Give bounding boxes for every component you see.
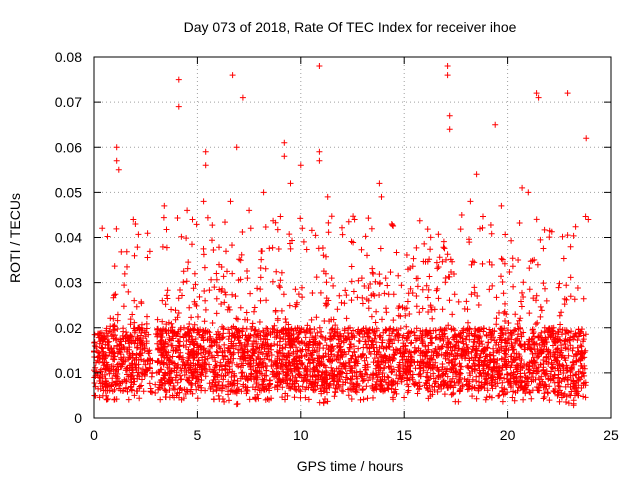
ticks-layer: 0 5 10 15 20 25 0 0.01 0.02 0.03 0.04 0.05 0.06 0.07 0… [55, 49, 619, 443]
x-tick-label: 20 [500, 427, 516, 443]
y-tick-label: 0.02 [55, 320, 82, 336]
y-tick-label: 0.08 [55, 49, 82, 65]
points-layer [91, 63, 592, 409]
chart-title: Day 073 of 2018, Rate Of TEC Index for r… [184, 19, 517, 35]
y-tick-label: 0.07 [55, 94, 82, 110]
roti-data-points [91, 63, 592, 409]
x-tick-label: 5 [194, 427, 202, 443]
x-axis-label: GPS time / hours [297, 458, 404, 474]
y-tick-label: 0.03 [55, 275, 82, 291]
y-tick-label: 0.04 [55, 230, 82, 246]
x-tick-label: 10 [293, 427, 309, 443]
x-tick-label: 0 [90, 427, 98, 443]
y-tick-label: 0.05 [55, 184, 82, 200]
x-tick-label: 25 [603, 427, 619, 443]
y-tick-label: 0 [74, 410, 82, 426]
x-tick-label: 15 [396, 427, 412, 443]
y-tick-label: 0.06 [55, 139, 82, 155]
y-tick-label: 0.01 [55, 365, 82, 381]
y-axis-label: ROTI / TECUs [7, 193, 23, 283]
